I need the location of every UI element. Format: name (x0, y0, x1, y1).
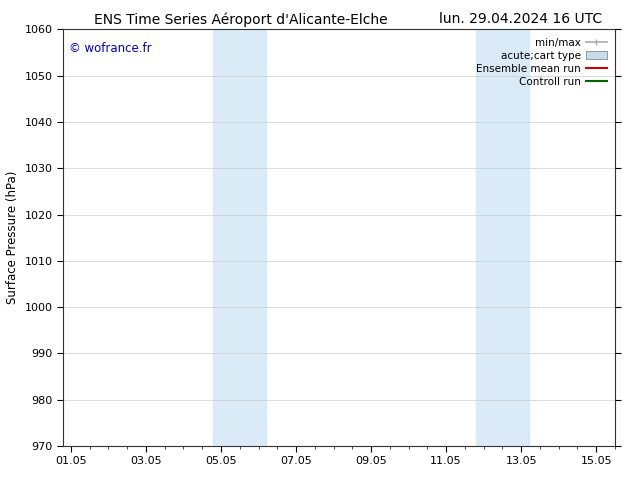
Text: © wofrance.fr: © wofrance.fr (69, 42, 152, 55)
Legend: min/max, acute;cart type, Ensemble mean run, Controll run: min/max, acute;cart type, Ensemble mean … (473, 35, 610, 90)
Text: ENS Time Series Aéroport d'Alicante-Elche: ENS Time Series Aéroport d'Alicante-Elch… (94, 12, 388, 27)
Bar (476, 29, 529, 446)
Text: lun. 29.04.2024 16 UTC: lun. 29.04.2024 16 UTC (439, 12, 602, 26)
Bar (214, 29, 266, 446)
Y-axis label: Surface Pressure (hPa): Surface Pressure (hPa) (6, 171, 19, 304)
